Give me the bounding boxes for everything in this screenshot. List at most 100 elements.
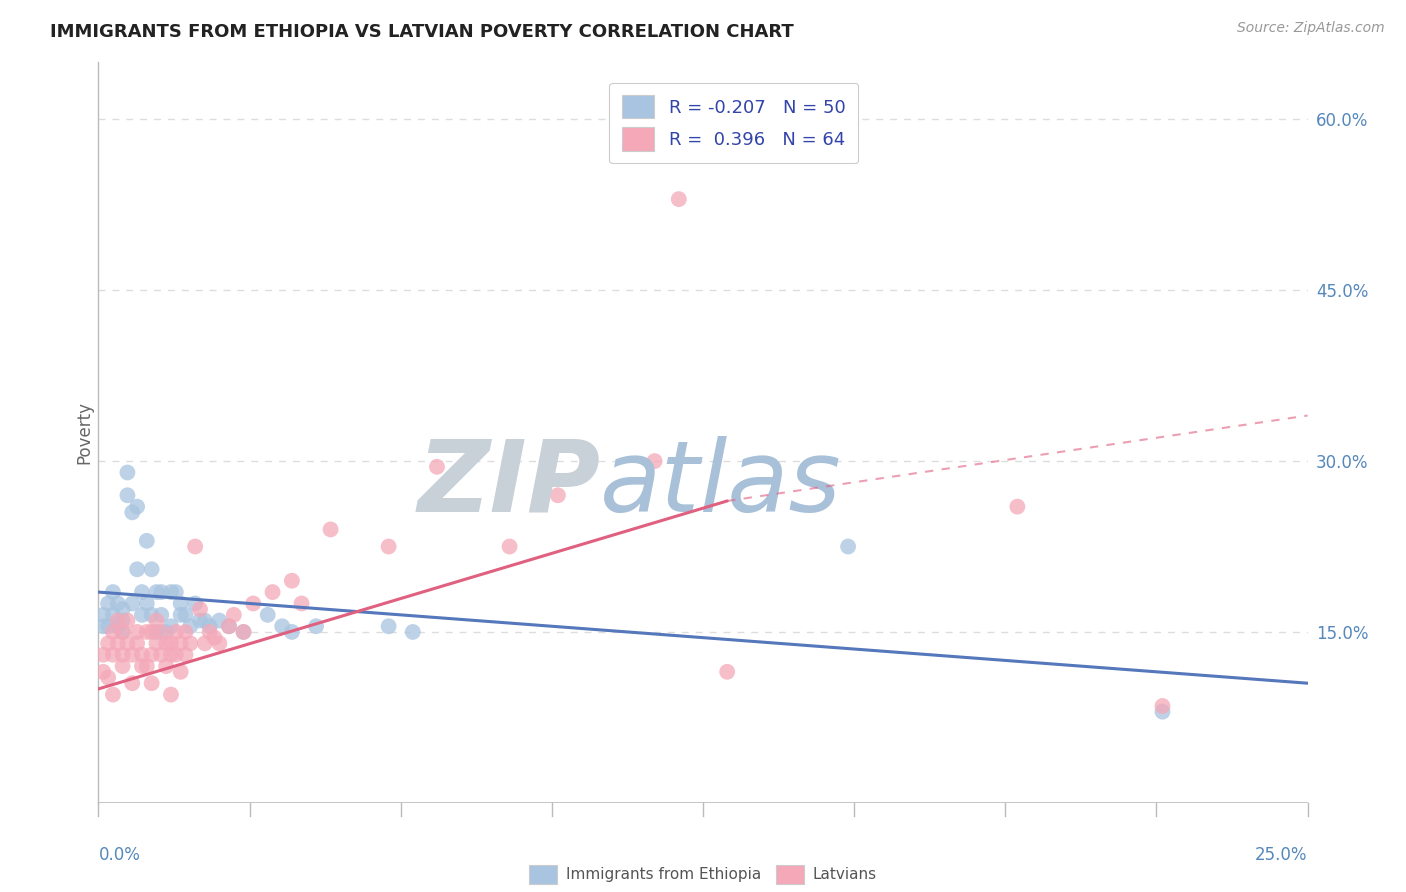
Point bbox=[131, 585, 153, 599]
Point bbox=[169, 636, 191, 650]
Point bbox=[218, 619, 240, 633]
Point bbox=[644, 454, 666, 468]
Point bbox=[169, 597, 191, 611]
Point bbox=[107, 619, 129, 633]
Point bbox=[145, 636, 167, 650]
Point bbox=[169, 665, 191, 679]
Point bbox=[194, 614, 217, 628]
Point bbox=[111, 614, 134, 628]
Point bbox=[1007, 500, 1029, 514]
Point bbox=[135, 533, 157, 548]
Point bbox=[111, 602, 134, 616]
Text: atlas: atlas bbox=[600, 436, 842, 533]
Point bbox=[127, 500, 149, 514]
Point bbox=[242, 597, 264, 611]
Point bbox=[402, 624, 425, 639]
Point bbox=[319, 523, 342, 537]
Point bbox=[174, 607, 197, 622]
Point bbox=[184, 540, 207, 554]
Point bbox=[111, 624, 134, 639]
Point bbox=[160, 636, 183, 650]
Point bbox=[150, 624, 173, 639]
Point bbox=[101, 607, 124, 622]
Point bbox=[281, 624, 304, 639]
Point bbox=[160, 648, 183, 662]
Text: 25.0%: 25.0% bbox=[1256, 847, 1308, 864]
Point bbox=[111, 624, 134, 639]
Point bbox=[184, 597, 207, 611]
Point bbox=[198, 624, 221, 639]
Point bbox=[141, 624, 163, 639]
Point bbox=[160, 619, 183, 633]
Point bbox=[155, 636, 177, 650]
Point bbox=[131, 648, 153, 662]
Point bbox=[232, 624, 254, 639]
Point bbox=[188, 602, 211, 616]
Point bbox=[165, 648, 187, 662]
Y-axis label: Poverty: Poverty bbox=[76, 401, 94, 464]
Point bbox=[121, 648, 143, 662]
Point bbox=[179, 619, 201, 633]
Point bbox=[188, 614, 211, 628]
Point bbox=[111, 648, 134, 662]
Point bbox=[198, 619, 221, 633]
Point bbox=[262, 585, 284, 599]
Point bbox=[127, 562, 149, 576]
Point bbox=[145, 585, 167, 599]
Point bbox=[204, 631, 226, 645]
Point bbox=[117, 466, 139, 480]
Point bbox=[547, 488, 569, 502]
Point bbox=[145, 624, 167, 639]
Point bbox=[131, 607, 153, 622]
Point bbox=[127, 624, 149, 639]
Point bbox=[107, 614, 129, 628]
Point bbox=[174, 624, 197, 639]
Point bbox=[101, 624, 124, 639]
Point bbox=[131, 659, 153, 673]
Point bbox=[1152, 698, 1174, 713]
Point bbox=[101, 648, 124, 662]
Point bbox=[271, 619, 294, 633]
Point bbox=[150, 585, 173, 599]
Point bbox=[97, 597, 120, 611]
Point bbox=[837, 540, 859, 554]
Point bbox=[107, 636, 129, 650]
Point bbox=[121, 597, 143, 611]
Point bbox=[218, 619, 240, 633]
Point bbox=[1152, 705, 1174, 719]
Point bbox=[222, 607, 245, 622]
Point bbox=[91, 619, 114, 633]
Point bbox=[91, 665, 114, 679]
Text: IMMIGRANTS FROM ETHIOPIA VS LATVIAN POVERTY CORRELATION CHART: IMMIGRANTS FROM ETHIOPIA VS LATVIAN POVE… bbox=[51, 23, 794, 41]
Point bbox=[135, 597, 157, 611]
Point bbox=[174, 648, 197, 662]
Point bbox=[145, 614, 167, 628]
Point bbox=[194, 636, 217, 650]
Point bbox=[716, 665, 738, 679]
Text: 0.0%: 0.0% bbox=[98, 847, 141, 864]
Point bbox=[377, 619, 399, 633]
Point bbox=[121, 676, 143, 690]
Point bbox=[377, 540, 399, 554]
Text: ZIP: ZIP bbox=[418, 436, 600, 533]
Point bbox=[426, 459, 449, 474]
Point bbox=[117, 636, 139, 650]
Point bbox=[141, 676, 163, 690]
Point bbox=[101, 688, 124, 702]
Point bbox=[165, 585, 187, 599]
Point bbox=[208, 614, 231, 628]
Point bbox=[169, 607, 191, 622]
Text: Source: ZipAtlas.com: Source: ZipAtlas.com bbox=[1237, 21, 1385, 35]
Point bbox=[232, 624, 254, 639]
Point bbox=[165, 624, 187, 639]
Point bbox=[150, 648, 173, 662]
Point bbox=[91, 607, 114, 622]
Point bbox=[97, 619, 120, 633]
Legend: Immigrants from Ethiopia, Latvians: Immigrants from Ethiopia, Latvians bbox=[523, 859, 883, 890]
Point bbox=[97, 636, 120, 650]
Point bbox=[305, 619, 328, 633]
Point bbox=[155, 624, 177, 639]
Point bbox=[150, 607, 173, 622]
Point bbox=[135, 659, 157, 673]
Point bbox=[127, 636, 149, 650]
